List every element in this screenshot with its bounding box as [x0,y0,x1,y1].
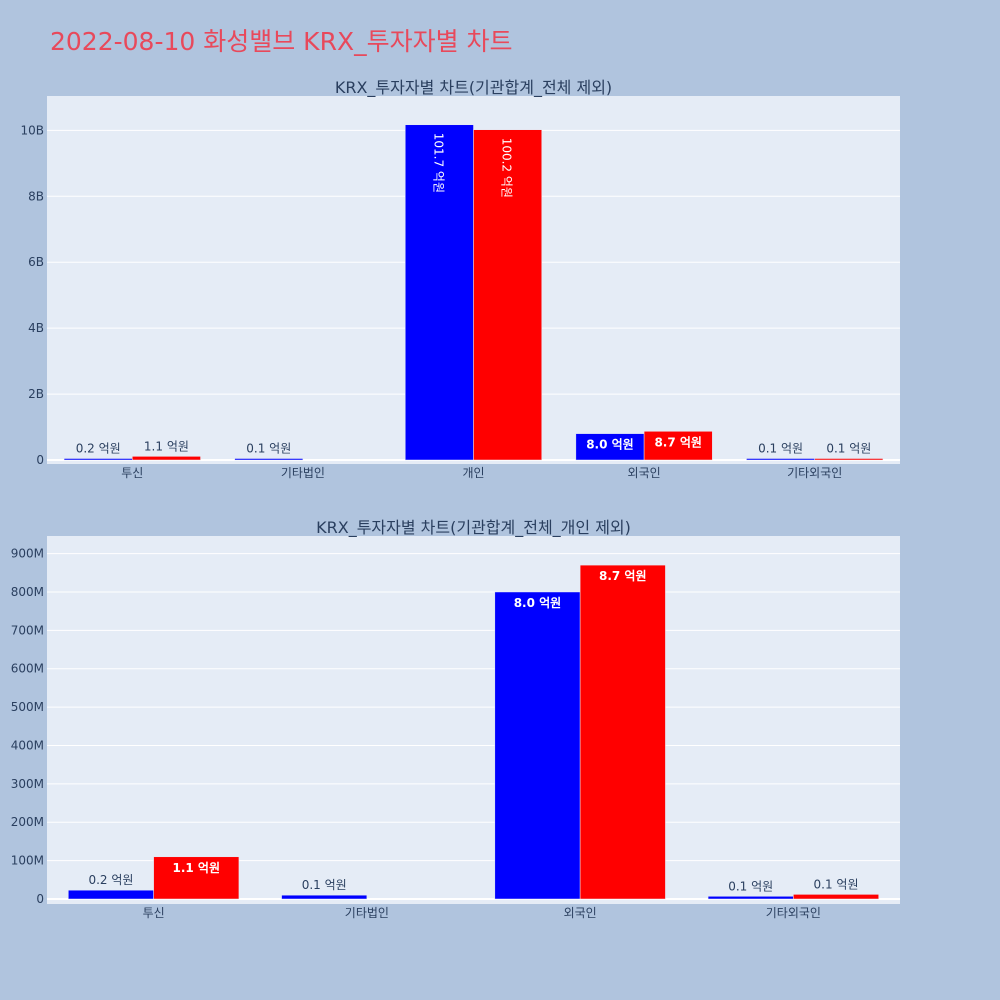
data-label: 0.1 억원 [758,442,803,456]
y-tick-label: 2B [28,387,44,401]
bar [814,458,884,461]
data-label: 1.1 억원 [144,439,189,453]
x-tick-label: 기타법인 [281,466,325,480]
bar [643,431,713,461]
bar [234,458,304,461]
y-tick-label: 8B [28,189,44,203]
x-tick-label: 기타외국인 [787,466,842,480]
x-tick-label: 기타외국인 [766,906,821,920]
y-tick-label: 600M [11,662,44,676]
x-tick-label: 투신 [143,906,165,920]
y-tick-label: 0 [36,453,44,467]
bar [746,458,815,461]
data-label: 0.2 억원 [88,873,133,887]
y-tick-label: 4B [28,321,44,335]
data-label: 101.7 억원 [431,133,445,193]
bar [473,129,542,461]
plot-area [47,536,900,904]
data-label: 100.2 억원 [500,138,514,198]
x-tick-label: 투신 [121,466,143,480]
y-tick-label: 300M [11,777,44,791]
y-tick-label: 6B [28,255,44,269]
bar [579,564,666,900]
y-tick-label: 400M [11,738,44,752]
x-tick-label: 외국인 [628,466,661,480]
chart-title: KRX_투자자별 차트(기관합계_전체_개인 제외) [316,518,631,538]
bar [68,889,154,900]
chart-title: KRX_투자자별 차트(기관합계_전체 제외) [335,78,612,98]
y-tick-label: 500M [11,700,44,714]
bar [405,124,474,461]
bar [793,894,879,900]
data-label: 0.1 억원 [826,442,871,456]
bar [63,458,133,461]
data-label: 1.1 억원 [173,861,221,875]
bar [281,894,368,900]
data-label: 8.0 억원 [586,438,634,452]
y-tick-label: 200M [11,815,44,829]
bar [153,856,240,900]
page-title: 2022-08-10 화성밸브 KRX_투자자별 차트 [50,27,513,56]
data-label: 8.7 억원 [599,569,647,583]
data-label: 0.2 억원 [76,442,121,456]
y-tick-label: 900M [11,547,44,561]
chart-top: KRX_투자자별 차트(기관합계_전체 제외) 0 2B 4B 6B 8B 10B 투신0.2… [20,78,900,480]
x-tick-label: 외국인 [564,906,597,920]
bar [132,456,201,461]
x-tick-label: 개인 [462,466,484,480]
bar [494,591,581,900]
bar [707,896,794,900]
data-label: 8.7 억원 [654,435,702,449]
y-tick-label: 100M [11,854,44,868]
data-label: 0.1 억원 [302,878,347,892]
data-label: 0.1 억원 [814,877,859,891]
x-tick-label: 기타법인 [345,906,389,920]
data-label: 0.1 억원 [728,879,773,893]
chart-bottom: KRX_투자자별 차트(기관합계_전체_개인 제외) 0 100M 200M 300M 4… [11,518,900,920]
y-tick-label: 700M [11,623,44,637]
y-tick-label: 800M [11,585,44,599]
data-label: 0.1 억원 [246,442,291,456]
data-label: 8.0 억원 [514,596,562,610]
bar [575,433,645,461]
y-tick-label: 0 [36,892,44,906]
y-tick-label: 10B [20,123,44,137]
